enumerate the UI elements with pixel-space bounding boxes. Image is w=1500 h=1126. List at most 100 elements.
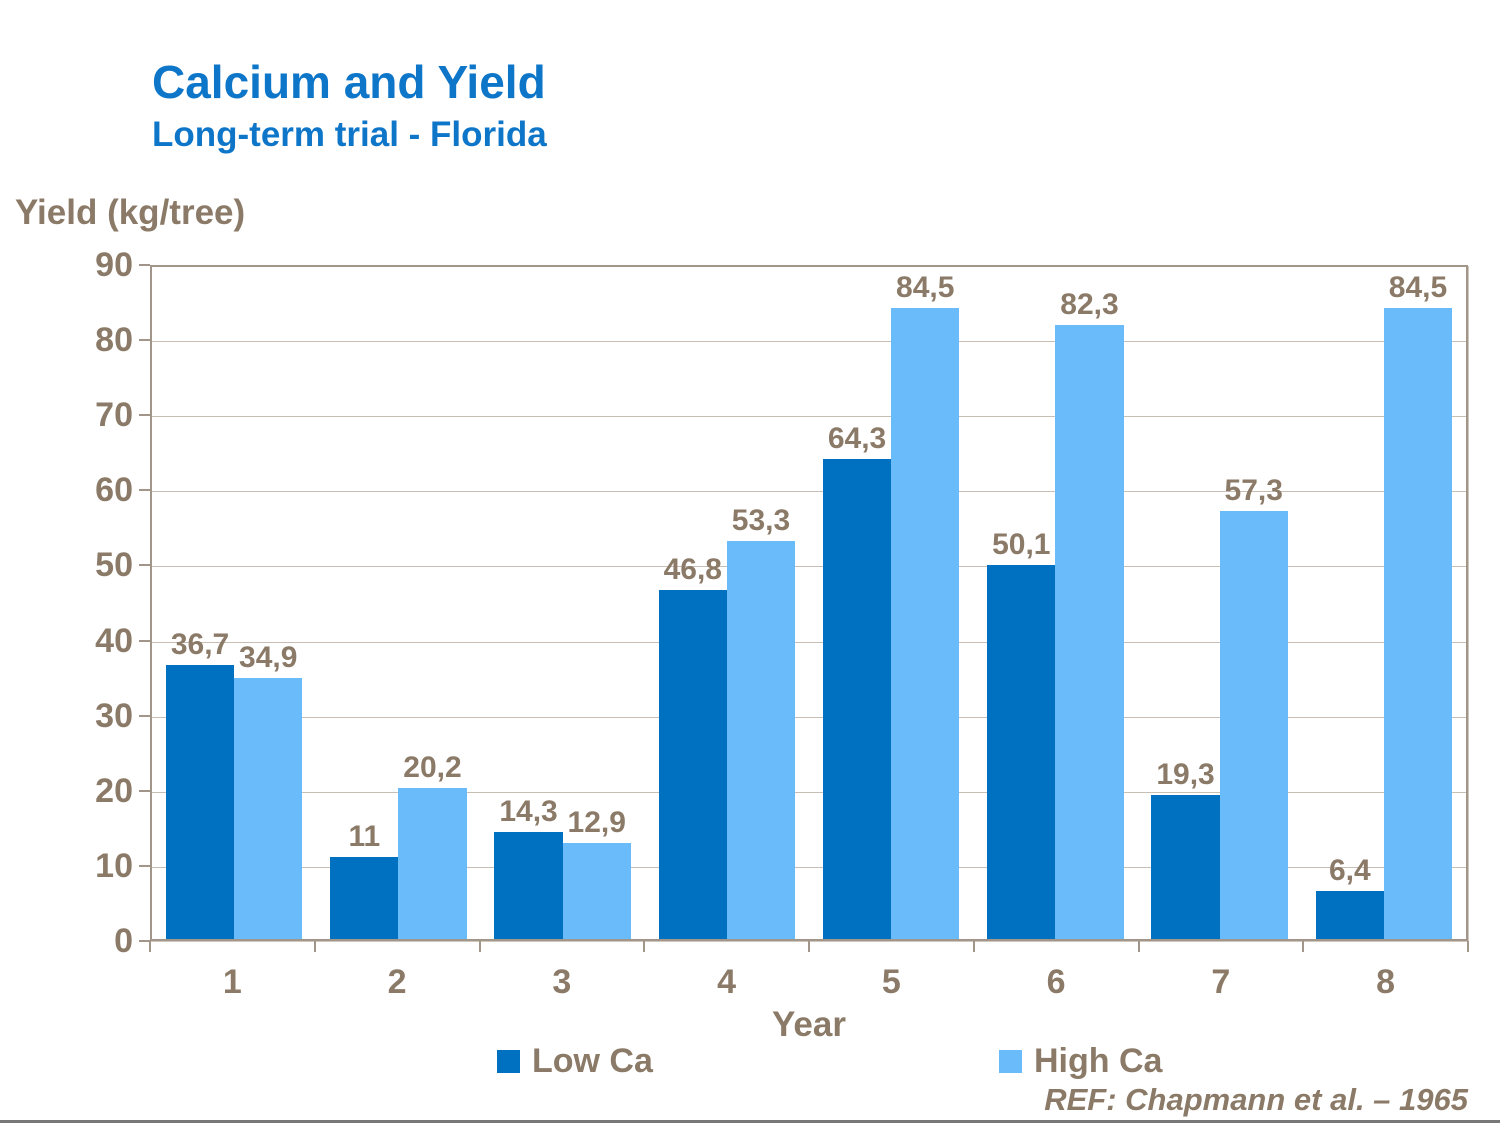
legend-item-high-ca: High Ca [999, 1044, 1162, 1078]
x-tick-label-1: 1 [222, 963, 242, 1001]
y-tick-label-50: 50 [95, 546, 133, 585]
bar-value-label: 12,9 [567, 805, 626, 839]
bar-series-container: 36,7 34,9 11 20,2 14,3 12,9 46,8 53,3 64,3 84,5 50… [152, 267, 1466, 939]
x-tick-label-2: 2 [387, 963, 407, 1001]
bar-low-ca-year-2: 11 [330, 821, 399, 939]
y-tick-80 [139, 339, 150, 342]
y-tick-10 [139, 864, 150, 867]
y-tick-label-90: 90 [95, 246, 133, 284]
bar-low-ca-year-3: 14,3 [494, 797, 563, 939]
x-tick-label-5: 5 [881, 963, 901, 1001]
bar-value-label: 14,3 [499, 795, 558, 829]
y-tick-label-0: 0 [114, 922, 133, 960]
bar-low-ca-year-6: 50,1 [987, 529, 1056, 939]
bar-high-ca-year-2: 20,2 [398, 753, 467, 939]
bar-value-label: 46,8 [663, 552, 722, 586]
high-ca-swatch [999, 1049, 1022, 1073]
y-tick-label-10: 10 [95, 846, 133, 885]
bar-value-label: 11 [348, 819, 381, 853]
reference-text: REF: Chapmann et al. – 1965 [1044, 1082, 1468, 1117]
bar-value-label: 50,1 [992, 527, 1051, 561]
bar-high-ca-year-3: 12,9 [562, 807, 631, 939]
bar-group-year-8: 6,4 84,5 [1302, 267, 1466, 939]
y-axis-title: Yield (kg/tree) [15, 193, 246, 232]
bar-value-label: 53,3 [731, 504, 791, 538]
y-tick-60 [139, 489, 150, 492]
y-tick-label-80: 80 [95, 321, 133, 360]
x-tick-0 [149, 941, 151, 952]
plot-area: 36,7 34,9 11 20,2 14,3 12,9 46,8 53,3 64,3 84,5 50… [150, 265, 1468, 941]
y-tick-70 [139, 414, 150, 417]
bar-low-ca-year-8: 6,4 [1315, 856, 1384, 939]
y-tick-30 [139, 714, 150, 717]
bar-value-label: 57,3 [1224, 474, 1283, 508]
x-axis-title: Year [772, 1005, 846, 1044]
gridline-10 [152, 866, 1466, 868]
gridline-40 [152, 641, 1466, 643]
bar-low-ca-year-1: 36,7 [165, 629, 235, 939]
gridline-20 [152, 791, 1466, 793]
x-tick-label-7: 7 [1211, 963, 1231, 1001]
bar-value-label: 34,9 [239, 641, 298, 675]
bar-high-ca-year-4: 53,3 [726, 506, 796, 939]
bar-low-ca-year-4: 46,8 [658, 554, 727, 939]
bottom-rule [0, 1120, 1500, 1123]
bar-group-year-3: 14,3 12,9 [481, 267, 645, 939]
bar-value-label: 6,4 [1328, 854, 1371, 888]
y-tick-50 [139, 564, 150, 567]
legend-label-high-ca: High Ca [1034, 1042, 1163, 1080]
gridline-70 [152, 416, 1466, 418]
bar-high-ca-year-7: 57,3 [1219, 476, 1288, 939]
bar-value-label: 20,2 [403, 751, 462, 785]
bar-high-ca-year-5: 84,5 [891, 273, 960, 939]
y-tick-40 [139, 639, 150, 642]
y-tick-label-70: 70 [95, 396, 133, 435]
bar-group-year-2: 11 20,2 [316, 267, 480, 939]
y-tick-0 [139, 940, 150, 942]
bar-value-label: 19,3 [1156, 757, 1215, 791]
bar-high-ca-year-8: 84,5 [1383, 273, 1453, 939]
x-tick-4 [808, 941, 810, 952]
x-tick-label-3: 3 [552, 963, 572, 1001]
gridline-80 [152, 341, 1466, 343]
x-axis-labels: 1 2 3 4 5 6 7 8 [150, 963, 1468, 1002]
legend-item-low-ca: Low Ca [497, 1044, 653, 1078]
y-tick-label-60: 60 [95, 471, 133, 510]
y-tick-label-40: 40 [95, 621, 133, 660]
bar-high-ca-year-1: 34,9 [234, 643, 303, 939]
x-tick-label-8: 8 [1376, 963, 1396, 1001]
gridline-60 [152, 491, 1466, 493]
bar-value-label: 84,5 [896, 271, 955, 305]
bar-low-ca-year-7: 19,3 [1151, 759, 1220, 939]
chart-title: Calcium and Yield [152, 56, 546, 108]
x-tick-7 [1302, 941, 1305, 952]
y-tick-label-20: 20 [95, 771, 133, 810]
y-tick-label-30: 30 [95, 696, 133, 735]
x-tick-8 [1467, 941, 1469, 952]
x-tick-6 [1137, 941, 1140, 952]
x-tick-1 [313, 941, 316, 952]
chart-subtitle: Long-term trial - Florida [152, 115, 547, 154]
bar-value-label: 64,3 [827, 421, 887, 455]
x-tick-label-4: 4 [717, 963, 737, 1001]
bar-group-year-4: 46,8 53,3 [645, 267, 809, 939]
bar-low-ca-year-5: 64,3 [822, 423, 892, 939]
x-tick-3 [643, 941, 646, 952]
y-tick-90 [139, 264, 150, 266]
bar-high-ca-year-6: 82,3 [1055, 289, 1124, 939]
bar-group-year-1: 36,7 34,9 [152, 267, 316, 939]
gridline-30 [152, 716, 1466, 718]
x-tick-5 [972, 941, 975, 952]
bar-group-year-7: 19,3 57,3 [1138, 267, 1302, 939]
bar-group-year-5: 64,3 84,5 [809, 267, 973, 939]
legend-label-low-ca: Low Ca [532, 1042, 653, 1080]
bar-group-year-6: 50,1 82,3 [973, 267, 1137, 939]
gridline-50 [152, 566, 1466, 568]
bar-value-label: 82,3 [1060, 287, 1119, 321]
y-tick-20 [139, 789, 150, 792]
bar-value-label: 84,5 [1388, 271, 1448, 305]
x-tick-label-6: 6 [1046, 963, 1066, 1001]
x-tick-2 [478, 941, 481, 952]
low-ca-swatch [497, 1049, 520, 1073]
